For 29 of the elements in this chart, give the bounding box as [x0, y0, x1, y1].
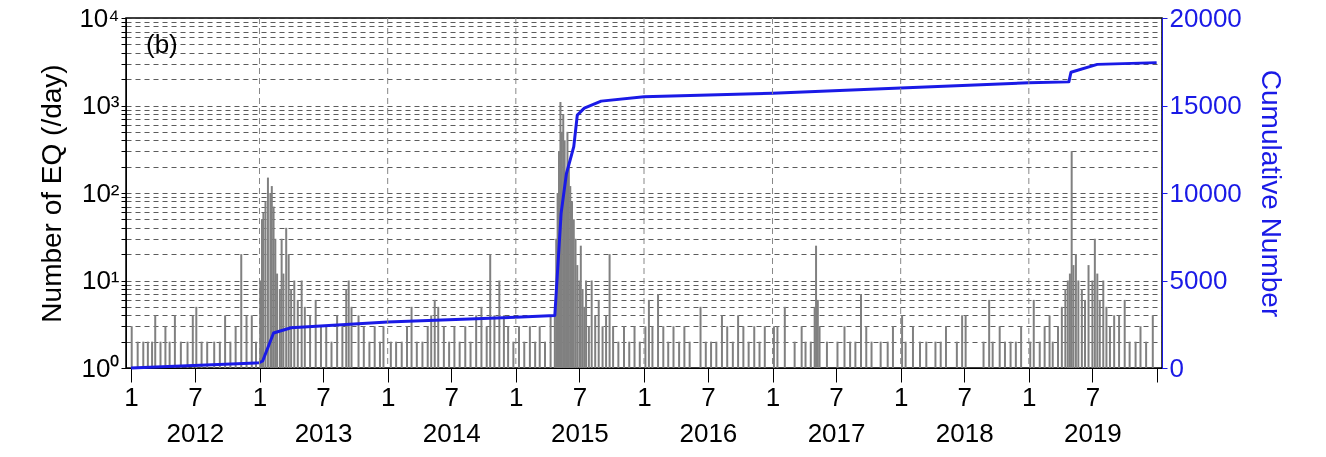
x-tick-label: 1: [1022, 381, 1037, 412]
x-tick-label: 1: [509, 381, 524, 412]
x-tick-label: 1: [380, 381, 396, 412]
y2-tick-label: 10000: [1169, 177, 1242, 208]
y-tick-label: 10²: [81, 177, 120, 208]
y-axis-title: Number of EQ (/day): [36, 64, 68, 323]
y-tick-label: 10⁰: [81, 352, 120, 383]
x-tick-label: 7 2018: [935, 381, 994, 448]
y-tick-label: 10³: [81, 90, 120, 120]
x-tick-label: 7 2019: [1063, 381, 1122, 448]
y-tick-label: 10⁴: [79, 2, 120, 33]
y2-tick-label: 5000: [1169, 265, 1228, 295]
annotation: (b): [146, 29, 178, 59]
x-tick-label: 7 2016: [679, 381, 738, 448]
x-tick-label: 7 2013: [294, 381, 353, 448]
y-tick-label: 10¹: [81, 265, 120, 295]
x-tick-label: 1: [893, 381, 909, 412]
x-tick-label: 7 2012: [166, 381, 225, 448]
x-tick-label: 7 2017: [807, 381, 866, 448]
y2-tick-label: 15000: [1169, 90, 1242, 120]
x-tick-label: 7 2014: [422, 381, 481, 448]
y2-tick-label: 0: [1169, 352, 1184, 383]
x-tick-label: 1: [637, 381, 652, 412]
x-tick-label: 1: [252, 381, 268, 412]
y2-axis-title: Cumulative Number: [1255, 69, 1287, 318]
x-tick-label: 7 2015: [550, 381, 609, 448]
x-tick-label: 1: [765, 381, 781, 412]
x-tick-label: 1: [124, 381, 139, 412]
y2-tick-label: 20000: [1169, 2, 1242, 33]
